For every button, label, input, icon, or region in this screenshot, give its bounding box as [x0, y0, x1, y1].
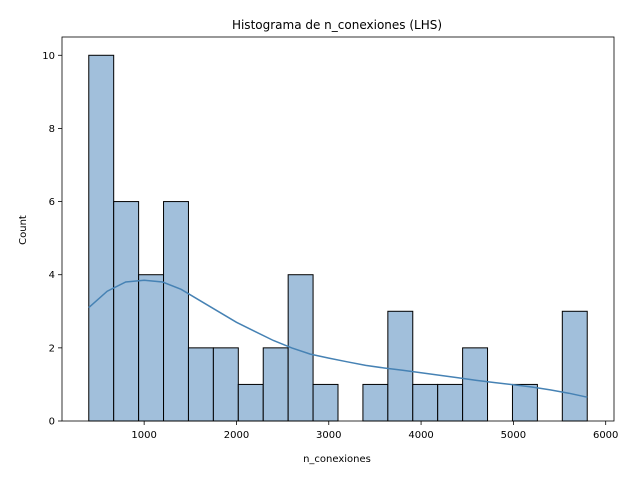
x-tick-label: 2000: [224, 430, 249, 441]
kde-line: [88, 279, 588, 398]
histogram-bar-17: [511, 383, 538, 422]
y-tick-label: 2: [49, 343, 55, 354]
x-tick-label: 6000: [593, 430, 618, 441]
histogram-bar-3: [163, 201, 189, 422]
histogram-bar-9: [312, 383, 339, 422]
x-tick-label: 4000: [408, 430, 433, 441]
x-tick-label: 5000: [501, 430, 526, 441]
y-tick-label: 6: [49, 197, 55, 208]
y-axis-ticks: 0 2 4 6 8 10: [42, 51, 62, 428]
histogram-bar-5: [212, 347, 239, 422]
y-axis-label: Count: [18, 215, 29, 245]
histogram-bar-6: [237, 383, 264, 422]
histogram-bar-1: [113, 201, 140, 422]
histogram-bar-11: [362, 383, 389, 422]
histogram-bar-13: [412, 383, 439, 422]
histogram-bar-7: [262, 347, 289, 422]
histogram-bar-0: [88, 54, 115, 422]
x-tick-label: 1000: [131, 430, 156, 441]
histogram-bar-14: [437, 383, 464, 422]
histogram-bar-12: [387, 310, 414, 422]
bars-group: [88, 54, 588, 422]
chart-title: Histograma de n_conexiones (LHS): [232, 18, 442, 32]
y-tick-label: 4: [49, 270, 55, 281]
histogram-bar-4: [187, 347, 214, 422]
x-axis-ticks: 1000 2000 3000 4000 5000 6000: [131, 421, 618, 441]
x-tick-label: 3000: [316, 430, 341, 441]
plot-frame: [61, 36, 615, 422]
y-tick-label: 8: [49, 124, 55, 135]
histogram-bar-2: [138, 274, 165, 422]
y-tick-label: 0: [49, 417, 55, 428]
x-axis-label: n_conexiones: [303, 454, 371, 465]
histogram-bar-15: [462, 347, 489, 422]
histogram-bar-19: [561, 310, 588, 422]
y-tick-label: 10: [42, 51, 55, 62]
